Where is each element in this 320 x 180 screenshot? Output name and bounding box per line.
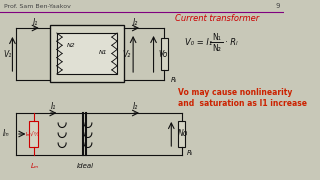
Text: V₀ = I₁: V₀ = I₁ (185, 37, 212, 46)
Text: Prof. Sam Ben-Yaakov: Prof. Sam Ben-Yaakov (4, 3, 70, 8)
Text: N1: N1 (99, 50, 107, 55)
Text: Iₘ√⅔: Iₘ√⅔ (26, 131, 40, 137)
Text: and  saturation as I1 increase: and saturation as I1 increase (178, 98, 307, 107)
Bar (161, 38, 168, 70)
Text: Vo: Vo (158, 50, 167, 59)
Bar (29, 121, 38, 147)
Text: Ideal: Ideal (76, 163, 94, 169)
Bar (50, 25, 124, 82)
Text: · Rₗ: · Rₗ (225, 37, 237, 46)
Text: N₁: N₁ (212, 33, 221, 42)
Text: Current transformer: Current transformer (175, 14, 260, 22)
Text: N2: N2 (67, 42, 75, 48)
Text: Vo may cause nonlinearity: Vo may cause nonlinearity (178, 87, 292, 96)
Text: V₂: V₂ (123, 50, 131, 59)
Bar (178, 121, 186, 147)
Text: Rₗ: Rₗ (187, 150, 193, 156)
Text: Iᵢₙ: Iᵢₙ (3, 129, 10, 138)
Text: I₁: I₁ (33, 17, 38, 26)
Text: No: No (178, 129, 188, 138)
Text: V₁: V₁ (3, 50, 11, 59)
Text: I₂: I₂ (133, 17, 139, 26)
Text: 9: 9 (276, 3, 280, 9)
Text: I₁: I₁ (51, 102, 56, 111)
Text: I₂: I₂ (133, 102, 139, 111)
Bar (57, 33, 117, 74)
Text: Lₘ: Lₘ (30, 163, 39, 169)
Text: N₂: N₂ (212, 44, 221, 53)
Text: Rₗ: Rₗ (171, 77, 177, 83)
